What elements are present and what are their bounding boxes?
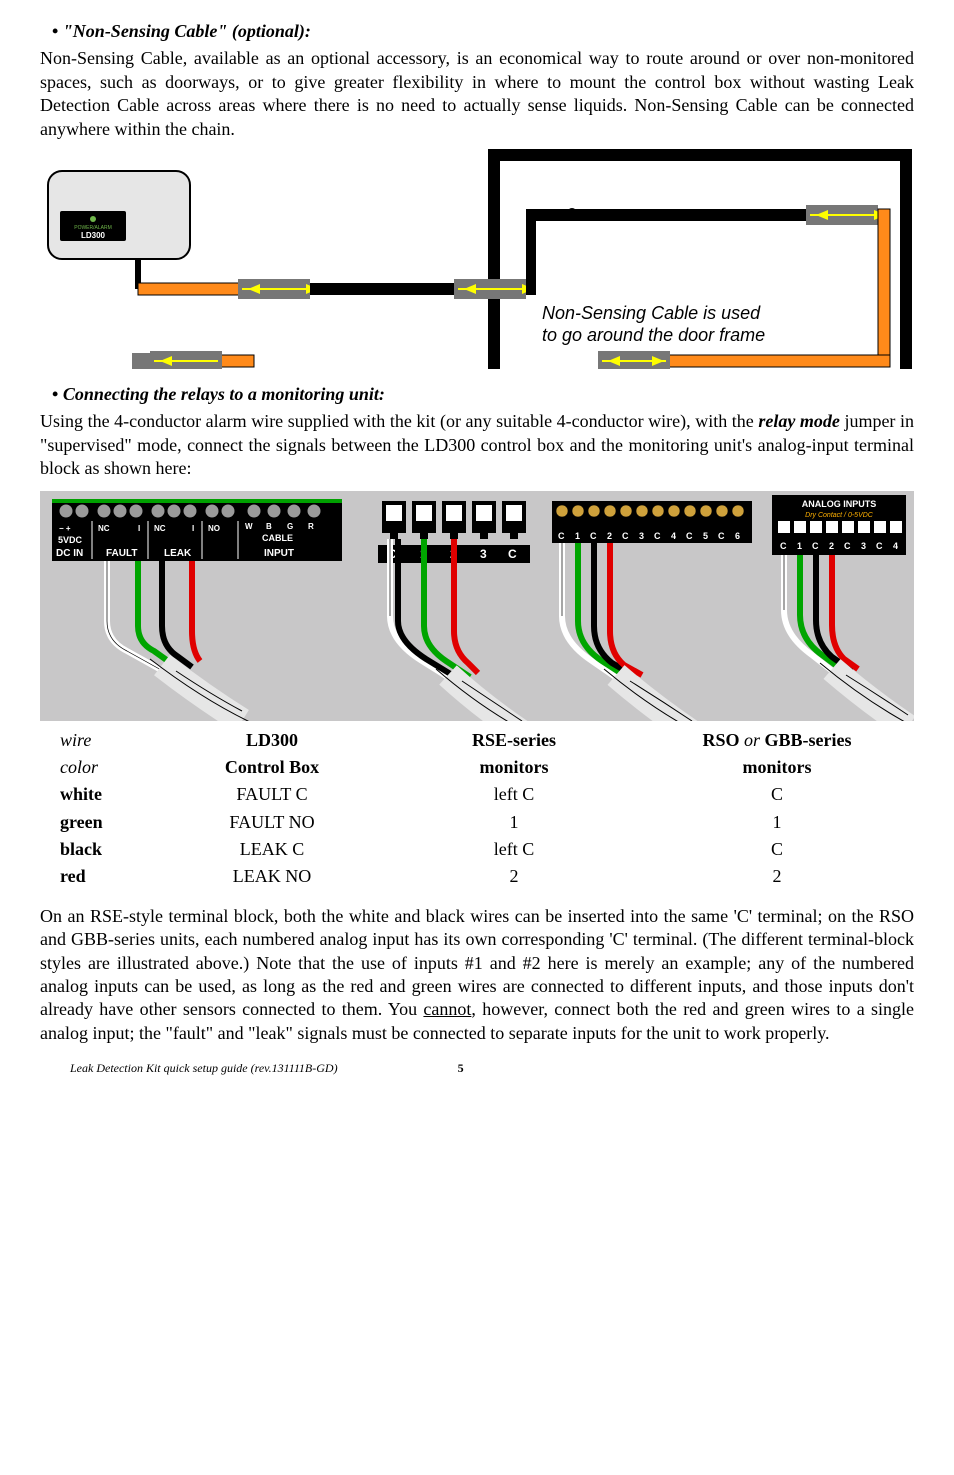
svg-text:4: 4 bbox=[671, 531, 676, 541]
table-hdr-rso-gbb: RSO or GBB-series bbox=[640, 727, 914, 754]
svg-text:NC: NC bbox=[154, 524, 166, 533]
svg-text:2: 2 bbox=[829, 541, 834, 551]
table-hdr-rso-monitors: monitors bbox=[640, 754, 914, 781]
svg-text:3: 3 bbox=[639, 531, 644, 541]
table-hdr-rse: RSE-series bbox=[388, 727, 640, 754]
svg-text:C: C bbox=[686, 531, 693, 541]
svg-text:C: C bbox=[812, 541, 819, 551]
svg-text:I: I bbox=[192, 524, 194, 533]
svg-text:C: C bbox=[718, 531, 725, 541]
svg-text:2: 2 bbox=[607, 531, 612, 541]
svg-text:1: 1 bbox=[575, 531, 580, 541]
svg-text:B: B bbox=[266, 522, 272, 531]
svg-text:5VDC: 5VDC bbox=[58, 535, 83, 545]
svg-text:Non-Sensing Cable is used: Non-Sensing Cable is used bbox=[542, 303, 761, 323]
svg-text:C: C bbox=[622, 531, 629, 541]
svg-text:to go around the door frame: to go around the door frame bbox=[542, 325, 765, 345]
svg-text:LD300: LD300 bbox=[81, 231, 106, 240]
para-connecting-relays: Using the 4-conductor alarm wire supplie… bbox=[40, 410, 914, 480]
svg-text:− +: − + bbox=[59, 524, 71, 533]
table-row: white FAULT C left C C bbox=[40, 781, 914, 808]
svg-text:3: 3 bbox=[480, 547, 487, 561]
svg-text:DC IN: DC IN bbox=[56, 548, 83, 559]
svg-text:C: C bbox=[558, 531, 565, 541]
svg-text:C: C bbox=[654, 531, 661, 541]
svg-text:LEAK: LEAK bbox=[164, 548, 192, 559]
svg-text:NO: NO bbox=[208, 524, 220, 533]
heading-non-sensing: "Non-Sensing Cable" (optional): bbox=[70, 20, 914, 43]
svg-text:C: C bbox=[590, 531, 597, 541]
table-hdr-controlbox: Control Box bbox=[156, 754, 388, 781]
wiring-table: wire LD300 RSE-series RSO or GBB-series … bbox=[40, 727, 914, 891]
table-hdr-rse-monitors: monitors bbox=[388, 754, 640, 781]
svg-text:R: R bbox=[308, 522, 314, 531]
diagram-non-sensing-cable: POWER/ALARM LD300 bbox=[40, 149, 914, 369]
svg-text:ANALOG INPUTS: ANALOG INPUTS bbox=[802, 499, 877, 509]
svg-text:1: 1 bbox=[797, 541, 802, 551]
svg-text:G: G bbox=[287, 522, 293, 531]
para-non-sensing: Non-Sensing Cable, available as an optio… bbox=[40, 47, 914, 141]
svg-text:Dry Contact / 0-5VDC: Dry Contact / 0-5VDC bbox=[805, 512, 874, 519]
svg-text:CABLE: CABLE bbox=[262, 533, 293, 543]
svg-text:C: C bbox=[876, 541, 883, 551]
para-rse-notes: On an RSE-style terminal block, both the… bbox=[40, 905, 914, 1045]
page-footer: Leak Detection Kit quick setup guide (re… bbox=[40, 1061, 914, 1077]
table-hdr-wire: wire bbox=[40, 727, 156, 754]
svg-text:6: 6 bbox=[735, 531, 740, 541]
svg-text:C: C bbox=[508, 547, 517, 561]
diagram-wiring: − + NC I NC I NO W B G R 5VDC CABLE DC IN F… bbox=[40, 491, 914, 721]
svg-text:3: 3 bbox=[861, 541, 866, 551]
svg-text:W: W bbox=[245, 522, 253, 531]
svg-text:5: 5 bbox=[703, 531, 708, 541]
svg-text:INPUT: INPUT bbox=[264, 548, 294, 559]
heading-connecting-relays: Connecting the relays to a monitoring un… bbox=[70, 383, 914, 406]
svg-text:4: 4 bbox=[893, 541, 898, 551]
table-row: red LEAK NO 2 2 bbox=[40, 863, 914, 890]
table-hdr-color: color bbox=[40, 754, 156, 781]
svg-text:C: C bbox=[844, 541, 851, 551]
svg-text:C: C bbox=[780, 541, 787, 551]
svg-text:I: I bbox=[138, 524, 140, 533]
table-hdr-ld300: LD300 bbox=[156, 727, 388, 754]
table-row: black LEAK C left C C bbox=[40, 836, 914, 863]
table-row: green FAULT NO 1 1 bbox=[40, 809, 914, 836]
svg-text:NC: NC bbox=[98, 524, 110, 533]
svg-text:FAULT: FAULT bbox=[106, 548, 137, 559]
